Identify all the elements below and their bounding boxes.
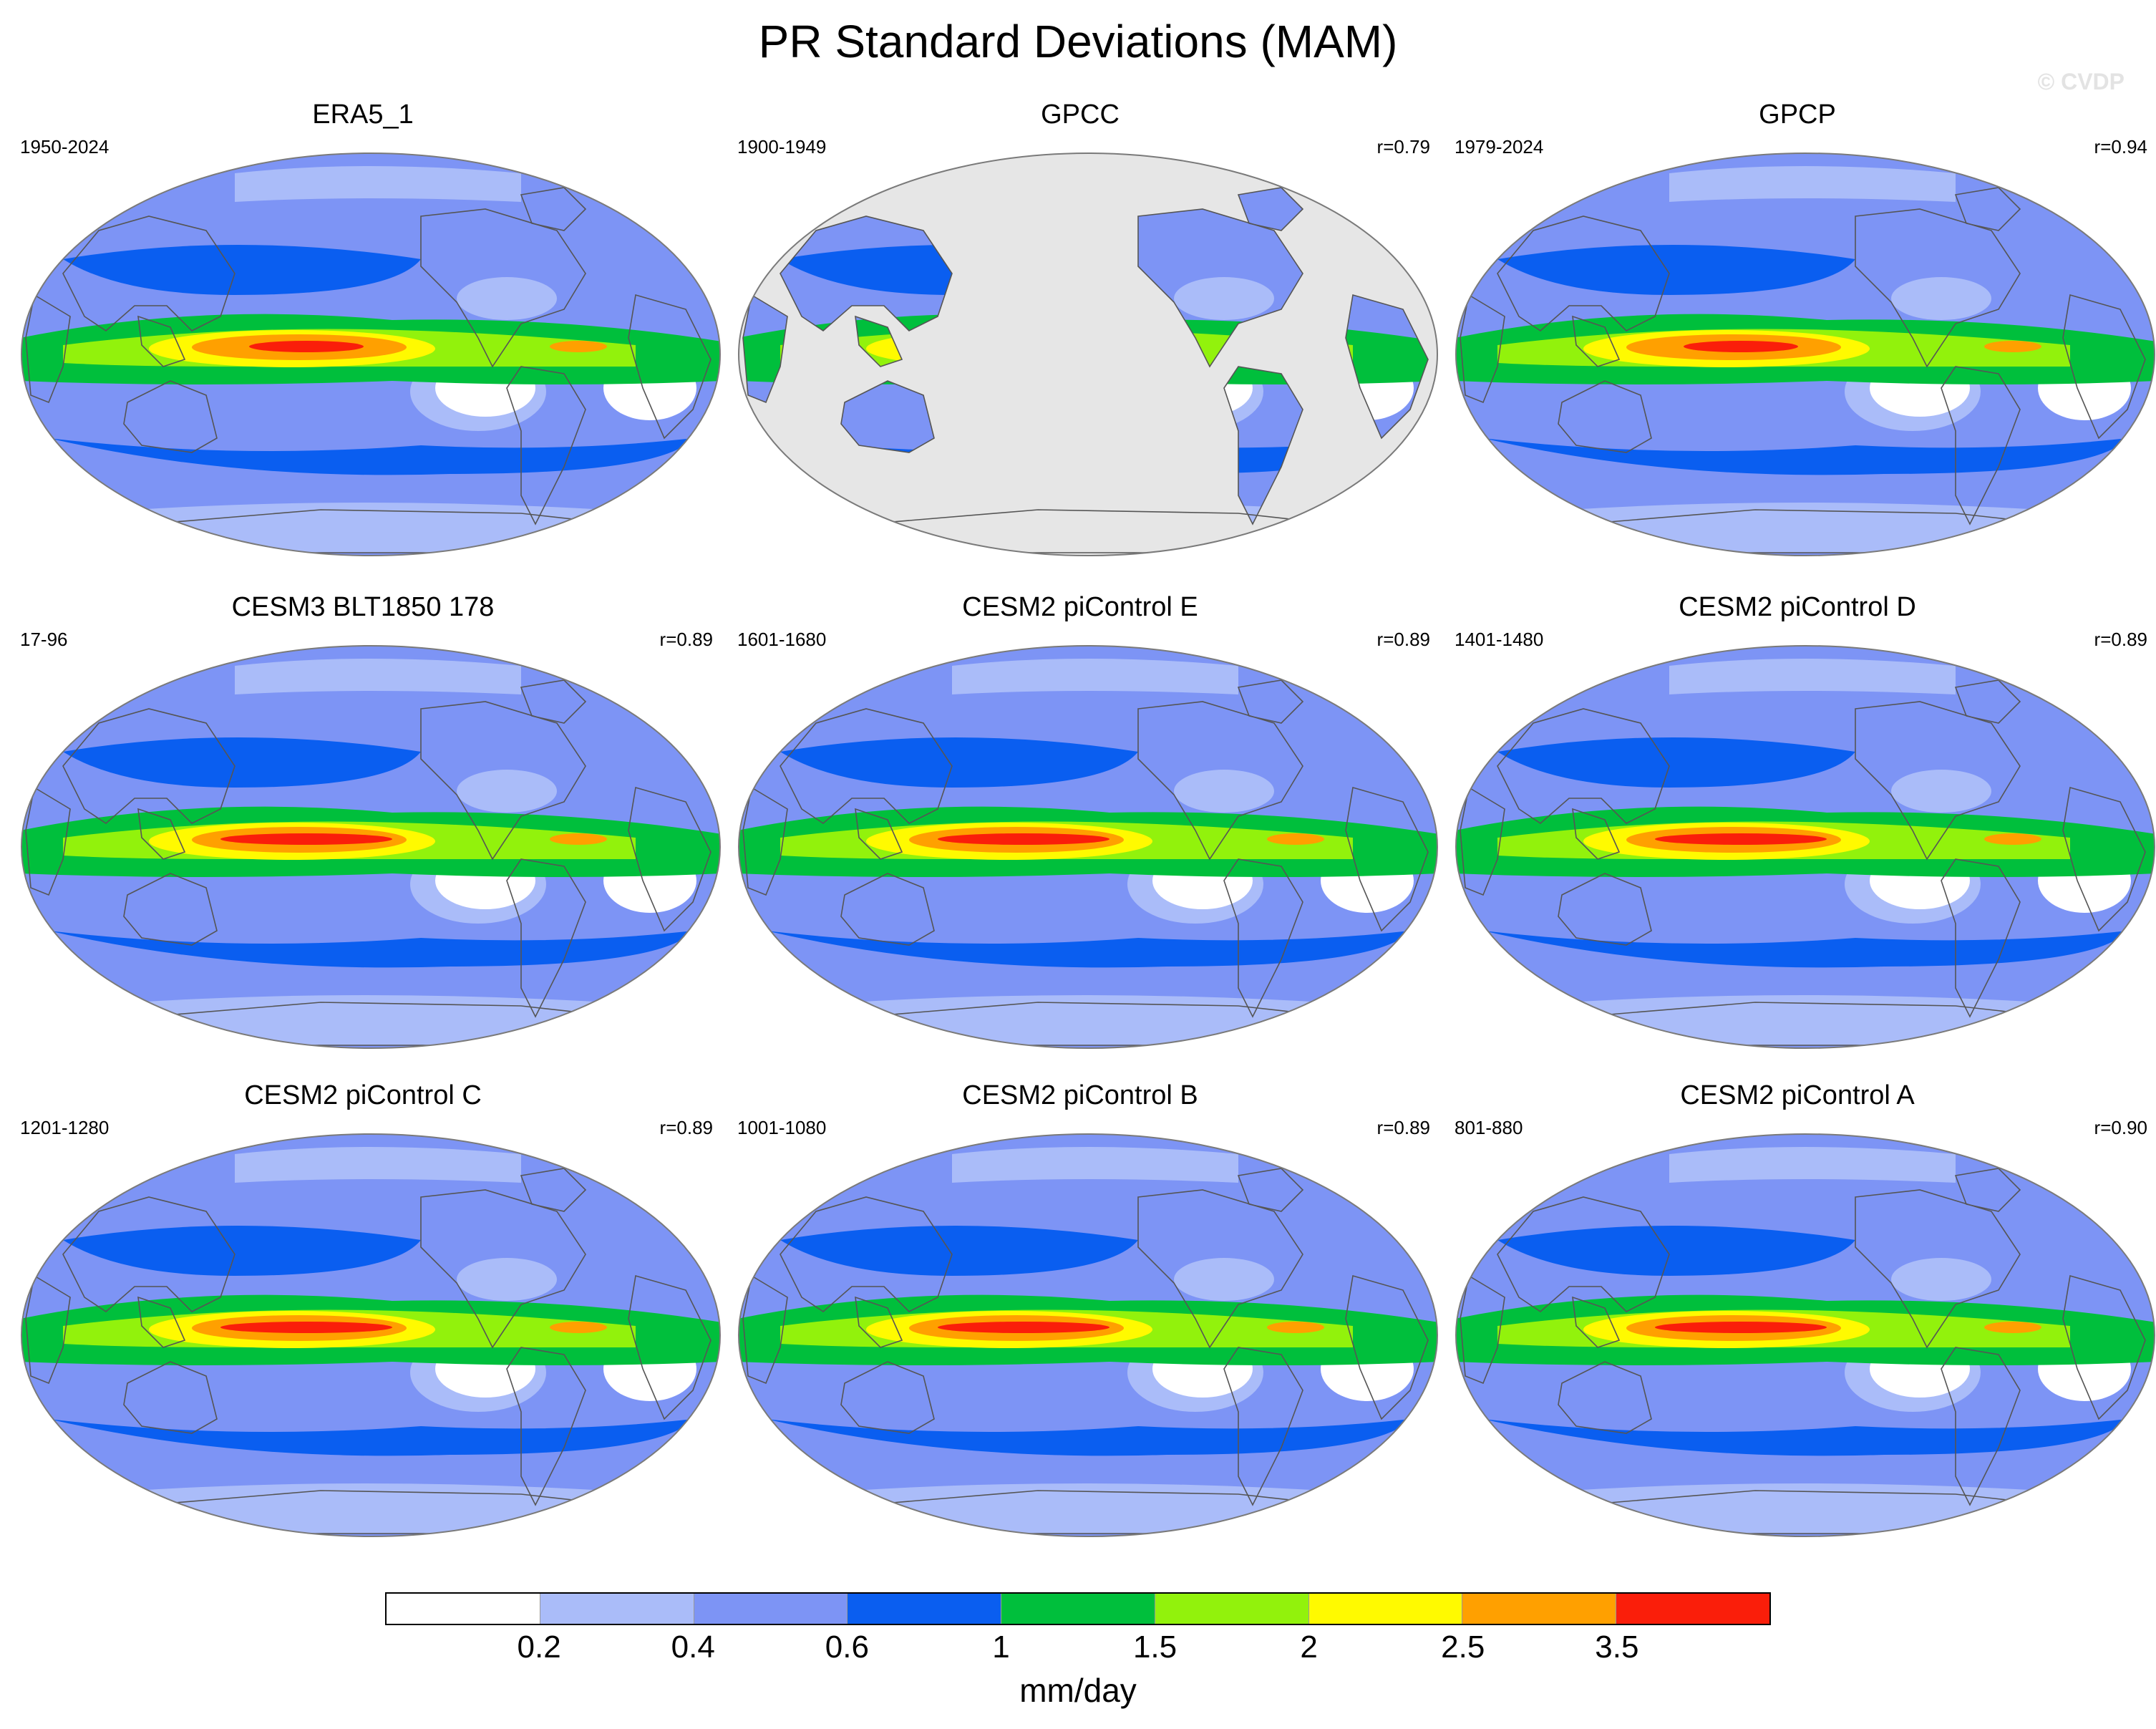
colorbar-tick-label: 1.5 xyxy=(1132,1629,1177,1665)
colorbar-swatch xyxy=(1001,1594,1155,1624)
map-panel: GPCP 1979-2024 r=0.94 xyxy=(1443,99,2155,557)
colorbar-tick-label: 0.6 xyxy=(825,1629,869,1665)
panel-period: 1950-2024 xyxy=(20,136,110,158)
colorbar-tick-label: 0.4 xyxy=(671,1629,715,1665)
colorbar-tick-label: 1 xyxy=(992,1629,1010,1665)
panel-correlation: r=0.89 xyxy=(1376,1117,1430,1138)
world-map xyxy=(1455,645,2155,1049)
panel-correlation: r=0.89 xyxy=(659,1117,713,1138)
panel-period: 1201-1280 xyxy=(20,1117,110,1138)
world-map xyxy=(738,645,1438,1049)
colorbar-tick-label: 0.2 xyxy=(517,1629,561,1665)
colorbar-tick-label: 3.5 xyxy=(1595,1629,1639,1665)
map-panel: CESM2 piControl A 801-880 r=0.90 xyxy=(1443,1080,2155,1538)
panel-correlation: r=0.89 xyxy=(659,629,713,650)
colorbar-tick-label: 2 xyxy=(1300,1629,1318,1665)
panel-correlation: r=0.79 xyxy=(1376,136,1430,158)
map-panel: CESM2 piControl E 1601-1680 r=0.89 xyxy=(726,591,1438,1050)
map-panel: CESM2 piControl B 1001-1080 r=0.89 xyxy=(726,1080,1438,1538)
panel-title: ERA5_1 xyxy=(312,100,414,130)
panel-correlation: r=0.90 xyxy=(2094,1117,2147,1138)
panel-title: GPCP xyxy=(1759,100,1836,130)
world-map xyxy=(21,645,721,1049)
map-panel: GPCC 1900-1949 r=0.79 xyxy=(726,99,1438,557)
panel-correlation: r=0.89 xyxy=(1376,629,1430,650)
map-panel: CESM3 BLT1850 178 17-96 r=0.89 xyxy=(9,591,721,1050)
panel-title: CESM2 piControl D xyxy=(1679,592,1916,622)
colorbar-swatch xyxy=(1462,1594,1616,1624)
panel-period: 1601-1680 xyxy=(737,629,827,650)
panel-title: CESM2 piControl E xyxy=(962,592,1198,622)
panel-period: 1979-2024 xyxy=(1455,136,1544,158)
colorbar-swatch xyxy=(1154,1594,1308,1624)
world-map xyxy=(21,1133,721,1537)
panel-title: CESM3 BLT1850 178 xyxy=(231,592,495,622)
panel-period: 1900-1949 xyxy=(737,136,827,158)
panel-title: CESM2 piControl B xyxy=(962,1080,1198,1110)
map-panel: CESM2 piControl C 1201-1280 r=0.89 xyxy=(9,1080,721,1538)
map-panel: CESM2 piControl D 1401-1480 r=0.89 xyxy=(1443,591,2155,1050)
world-map xyxy=(1455,1133,2155,1537)
panel-correlation: r=0.94 xyxy=(2094,136,2147,158)
colorbar-units: mm/day xyxy=(1019,1672,1137,1709)
panel-title: CESM2 piControl A xyxy=(1680,1080,1915,1110)
world-map xyxy=(738,152,1438,556)
world-map xyxy=(738,1133,1438,1537)
colorbar-swatch xyxy=(847,1594,1001,1624)
colorbar-swatch xyxy=(1308,1594,1462,1624)
panel-period: 1401-1480 xyxy=(1455,629,1544,650)
colorbar-swatch xyxy=(539,1594,694,1624)
colorbar-swatch xyxy=(693,1594,848,1624)
map-panel: ERA5_1 1950-2024 xyxy=(9,99,721,557)
figure-title: PR Standard Deviations (MAM) xyxy=(758,16,1398,67)
panel-correlation: r=0.89 xyxy=(2094,629,2147,650)
panel-period: 1001-1080 xyxy=(737,1117,827,1138)
panel-title: GPCC xyxy=(1041,100,1120,130)
colorbar xyxy=(385,1592,1771,1625)
colorbar-swatch xyxy=(1616,1594,1770,1624)
world-map xyxy=(1455,152,2155,556)
world-map xyxy=(21,152,721,556)
panel-title: CESM2 piControl C xyxy=(244,1080,482,1110)
colorbar-swatch xyxy=(387,1594,540,1624)
colorbar-labels: 0.2 0.4 0.6 1 1.5 2 2.5 3.5 xyxy=(385,1629,1771,1667)
panel-period: 17-96 xyxy=(20,629,68,650)
panel-period: 801-880 xyxy=(1455,1117,1523,1138)
colorbar-tick-label: 2.5 xyxy=(1441,1629,1485,1665)
cvdp-watermark: © CVDP xyxy=(2037,69,2125,95)
